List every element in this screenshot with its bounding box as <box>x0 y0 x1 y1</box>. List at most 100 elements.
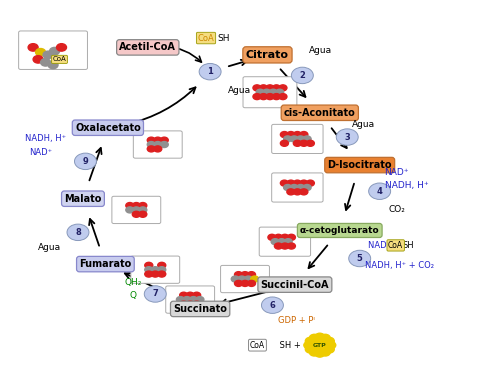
Circle shape <box>238 276 246 282</box>
Circle shape <box>280 180 288 186</box>
FancyBboxPatch shape <box>112 196 160 223</box>
Circle shape <box>250 276 259 282</box>
Circle shape <box>160 137 168 143</box>
Circle shape <box>287 180 295 186</box>
Circle shape <box>274 243 282 249</box>
Circle shape <box>320 334 330 342</box>
Text: Succinil-CoA: Succinil-CoA <box>260 280 329 290</box>
Circle shape <box>151 271 160 277</box>
Circle shape <box>315 350 325 357</box>
Text: Citrato: Citrato <box>246 50 289 60</box>
Circle shape <box>144 286 166 302</box>
Text: 9: 9 <box>82 157 88 166</box>
Circle shape <box>326 341 336 349</box>
Circle shape <box>126 207 134 213</box>
Circle shape <box>262 89 270 95</box>
Text: Agua: Agua <box>228 86 250 95</box>
Circle shape <box>28 44 38 51</box>
Circle shape <box>336 129 358 145</box>
Text: Q: Q <box>130 291 136 300</box>
Circle shape <box>132 211 140 217</box>
Circle shape <box>269 89 277 95</box>
Circle shape <box>196 297 204 303</box>
Text: NAD⁺: NAD⁺ <box>384 168 408 177</box>
Text: SH: SH <box>218 33 230 42</box>
Circle shape <box>348 250 370 267</box>
Text: 6: 6 <box>270 301 276 310</box>
Text: CoA: CoA <box>388 241 403 250</box>
Circle shape <box>241 272 249 278</box>
Text: Fumarato: Fumarato <box>80 259 132 269</box>
Circle shape <box>139 202 147 208</box>
Circle shape <box>176 297 184 303</box>
Circle shape <box>296 136 304 142</box>
Circle shape <box>253 94 261 100</box>
Circle shape <box>256 89 264 95</box>
Circle shape <box>315 333 325 340</box>
Circle shape <box>287 189 295 195</box>
Circle shape <box>300 140 308 146</box>
Circle shape <box>300 180 308 186</box>
Circle shape <box>368 183 390 200</box>
FancyBboxPatch shape <box>272 173 323 202</box>
Text: NAD⁺: NAD⁺ <box>30 147 52 156</box>
Circle shape <box>304 341 314 349</box>
Circle shape <box>192 292 200 298</box>
Text: GTP: GTP <box>313 343 326 348</box>
Circle shape <box>272 94 280 100</box>
Circle shape <box>306 338 316 345</box>
Circle shape <box>43 51 53 58</box>
Text: CoA: CoA <box>250 340 265 350</box>
Circle shape <box>287 132 295 138</box>
Circle shape <box>145 267 153 273</box>
Circle shape <box>290 184 298 190</box>
Circle shape <box>320 348 330 356</box>
Circle shape <box>199 63 221 80</box>
Circle shape <box>234 272 242 278</box>
Text: 7: 7 <box>152 290 158 298</box>
Circle shape <box>280 132 288 138</box>
Circle shape <box>74 153 96 170</box>
Circle shape <box>192 301 200 307</box>
Circle shape <box>154 146 162 152</box>
Circle shape <box>67 224 89 240</box>
Circle shape <box>294 132 302 138</box>
Text: Agua: Agua <box>309 45 332 54</box>
Circle shape <box>278 238 285 244</box>
Circle shape <box>324 338 334 345</box>
Circle shape <box>139 211 147 217</box>
Text: NAD⁺ +: NAD⁺ + <box>368 241 400 250</box>
Circle shape <box>279 94 287 100</box>
Circle shape <box>310 348 320 356</box>
FancyBboxPatch shape <box>166 286 214 313</box>
Circle shape <box>132 207 140 213</box>
Circle shape <box>48 61 58 69</box>
Text: NADH, H⁺: NADH, H⁺ <box>384 181 428 190</box>
Text: GDP + Pᴵ: GDP + Pᴵ <box>278 316 315 325</box>
Circle shape <box>148 137 156 143</box>
Text: Oxalacetato: Oxalacetato <box>75 123 141 133</box>
FancyBboxPatch shape <box>243 77 297 108</box>
Circle shape <box>158 262 166 268</box>
Circle shape <box>248 272 256 278</box>
Circle shape <box>154 137 162 143</box>
Circle shape <box>294 140 302 146</box>
Circle shape <box>281 234 289 240</box>
Circle shape <box>145 271 153 277</box>
Circle shape <box>154 141 162 147</box>
Circle shape <box>139 207 147 213</box>
Circle shape <box>126 202 134 208</box>
Circle shape <box>280 140 288 146</box>
Circle shape <box>50 47 59 55</box>
Circle shape <box>314 340 326 350</box>
Text: D-Isocitrato: D-Isocitrato <box>328 160 392 170</box>
Circle shape <box>284 184 292 190</box>
Circle shape <box>248 280 256 286</box>
Text: CoA: CoA <box>198 33 214 42</box>
Circle shape <box>260 85 268 91</box>
Circle shape <box>271 238 279 244</box>
Circle shape <box>296 184 304 190</box>
Circle shape <box>290 136 298 142</box>
Circle shape <box>253 85 261 91</box>
Circle shape <box>180 292 188 298</box>
